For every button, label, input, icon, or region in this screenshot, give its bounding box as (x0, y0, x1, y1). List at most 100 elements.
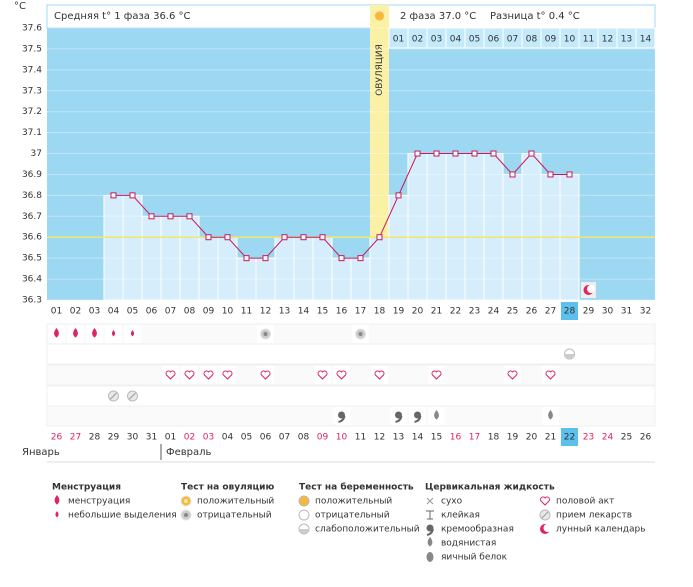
icon-cell (181, 366, 198, 384)
pill-line (129, 392, 136, 400)
icon (507, 370, 518, 380)
creamy-tail (414, 415, 422, 423)
x-tick-label: 02 (70, 307, 81, 317)
creamy (395, 411, 402, 419)
icon-cell (200, 366, 217, 384)
legend-label: половой акт (556, 497, 614, 507)
point (110, 192, 117, 199)
icon (73, 328, 78, 338)
date-label: 10 (336, 433, 348, 443)
x-tick-label: 10 (222, 307, 234, 317)
phase2: 2 фаза 37.0 °С (400, 11, 476, 22)
legend-label: менструация (68, 497, 130, 507)
y-tick-label: 36.9 (22, 170, 42, 180)
icon (564, 348, 575, 360)
y-tick-label: 36.6 (22, 233, 42, 243)
y-tick-label: 36.3 (22, 296, 42, 306)
month: Январь (22, 447, 60, 458)
x-tick-label: 07 (165, 307, 176, 317)
date-label: 31 (146, 433, 157, 443)
drop (92, 328, 97, 338)
phase2-day: 12 (602, 35, 613, 45)
date-label: 20 (526, 433, 538, 443)
x-tick-label: 28 (564, 307, 576, 317)
icon (130, 330, 135, 337)
date-label: 29 (108, 433, 120, 443)
cross (426, 497, 434, 505)
y-tick-label: 37.3 (22, 86, 42, 96)
point (490, 150, 497, 157)
date-label: 17 (469, 433, 480, 443)
test (298, 509, 310, 521)
legend-title: Тест на овуляцию (181, 483, 274, 493)
date-label: 15 (431, 433, 442, 443)
point (357, 255, 364, 262)
legend-label: прием лекарств (556, 511, 632, 521)
icon-cell (542, 366, 559, 384)
date-label: 23 (583, 433, 594, 443)
bar (445, 153, 466, 301)
x-tick-label: 15 (317, 307, 328, 317)
x-tick-label: 12 (260, 307, 271, 317)
heart (260, 370, 271, 380)
x-tick-label: 17 (355, 307, 366, 317)
date-label: 01 (165, 433, 176, 443)
point (129, 192, 136, 199)
icon (127, 390, 138, 402)
heart (507, 370, 518, 380)
point (395, 192, 402, 199)
x-tick-label: 24 (488, 307, 500, 317)
heart (374, 370, 385, 380)
phase2-day: 09 (545, 35, 557, 45)
icon (260, 328, 271, 340)
date-label: 26 (51, 433, 63, 443)
point (262, 255, 269, 262)
icon (414, 411, 422, 423)
legend-label: небольшие выделения (68, 511, 177, 521)
legend-label: сухо (441, 497, 463, 507)
symbol-row (46, 343, 656, 365)
point (281, 234, 288, 241)
y-tick-label: 36.8 (22, 191, 42, 201)
bar (521, 153, 542, 301)
date-label: 24 (602, 433, 614, 443)
legend-title: Тест на беременность (299, 482, 414, 493)
ovulation-icon (374, 10, 385, 22)
x-tick-label: 11 (241, 307, 252, 317)
icon-cell (333, 366, 350, 384)
phase2-day: 08 (526, 35, 538, 45)
point (509, 171, 516, 178)
x-tick-label: 13 (279, 307, 290, 317)
point (186, 213, 193, 220)
legend-label: лунный календарь (556, 525, 646, 535)
phase2-day: 02 (412, 35, 423, 45)
x-tick-label: 21 (431, 307, 442, 317)
legend-title: Цервикальная жидкость (425, 483, 555, 493)
date-label: 05 (241, 433, 252, 443)
x-tick-label: 03 (89, 307, 100, 317)
date-label: 09 (317, 433, 329, 443)
point (300, 234, 307, 241)
test-dot (358, 332, 363, 336)
legend-label: клейкая (441, 511, 480, 521)
icon (180, 495, 192, 507)
drop (55, 511, 59, 518)
date-label: 14 (412, 433, 424, 443)
icon (395, 411, 403, 423)
x-tick-label: 06 (146, 307, 158, 317)
heart (184, 370, 195, 380)
phase2-day: 13 (621, 35, 632, 45)
icon (427, 537, 433, 547)
drop (434, 410, 439, 420)
difference: Разница t° 0.4 °С (490, 11, 580, 22)
drop (427, 537, 433, 547)
point (433, 150, 440, 157)
bar (312, 236, 333, 301)
egg-white (426, 552, 434, 562)
icon (54, 495, 60, 505)
icon (426, 510, 434, 520)
point (471, 150, 478, 157)
phase2-day: 01 (393, 35, 404, 45)
x-tick-label: 31 (621, 307, 632, 317)
